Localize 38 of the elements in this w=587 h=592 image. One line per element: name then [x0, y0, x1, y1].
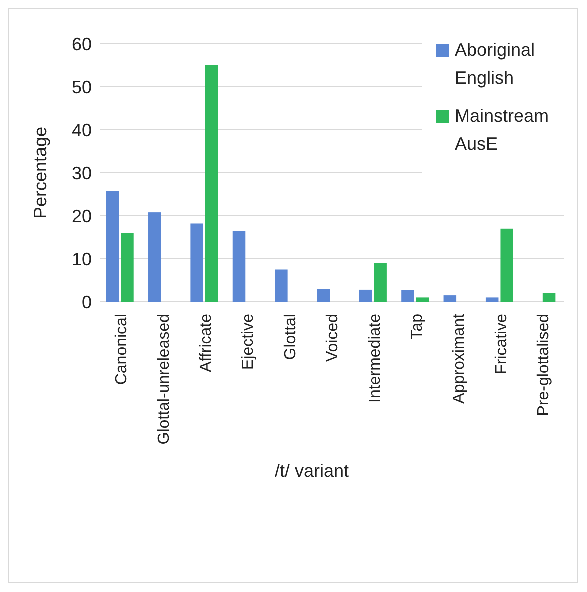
- bar: [121, 233, 134, 302]
- x-tick-label: Approximant: [451, 313, 468, 404]
- bar: [148, 212, 162, 302]
- x-tick-label: Voiced: [324, 314, 342, 362]
- y-axis-title: Percentage: [30, 126, 50, 220]
- x-tick-label: Pre-glottalised: [536, 314, 553, 416]
- y-tick-label: 60: [72, 34, 92, 54]
- bar: [359, 290, 372, 302]
- bar: [317, 289, 330, 302]
- x-tick-label: Tap: [408, 314, 426, 340]
- bar: [190, 224, 204, 302]
- bar: [106, 191, 120, 302]
- x-tick-label: Fricative: [493, 314, 510, 374]
- y-tick-label: 20: [72, 206, 92, 226]
- x-tick-label: Glottal: [282, 314, 300, 360]
- bar: [542, 293, 556, 302]
- x-tick-label: Affricate: [198, 314, 216, 372]
- y-tick-label: 50: [72, 77, 92, 98]
- legend-label: Aboriginal English: [455, 40, 536, 88]
- x-tick-label: Glottal-unreleased: [156, 314, 173, 445]
- x-tick-label: Ejective: [240, 314, 258, 370]
- bar: [486, 298, 499, 302]
- bar: [374, 263, 387, 302]
- bar: [275, 270, 288, 302]
- x-tick-label: Canonical: [114, 314, 131, 386]
- bar: [205, 66, 218, 302]
- bar: [402, 290, 414, 302]
- bar: [416, 298, 430, 302]
- bar: [444, 296, 457, 302]
- y-tick-label: 40: [72, 120, 92, 140]
- y-tick-label: 0: [82, 292, 92, 312]
- x-axis-title: /t/ variant: [274, 461, 350, 481]
- x-tick-label: Intermediate: [366, 314, 384, 403]
- y-tick-label: 10: [72, 249, 92, 270]
- legend-label: Mainstream AusE: [455, 106, 550, 154]
- bar: [232, 231, 246, 302]
- y-tick-label: 30: [72, 163, 92, 184]
- bar: [500, 228, 514, 302]
